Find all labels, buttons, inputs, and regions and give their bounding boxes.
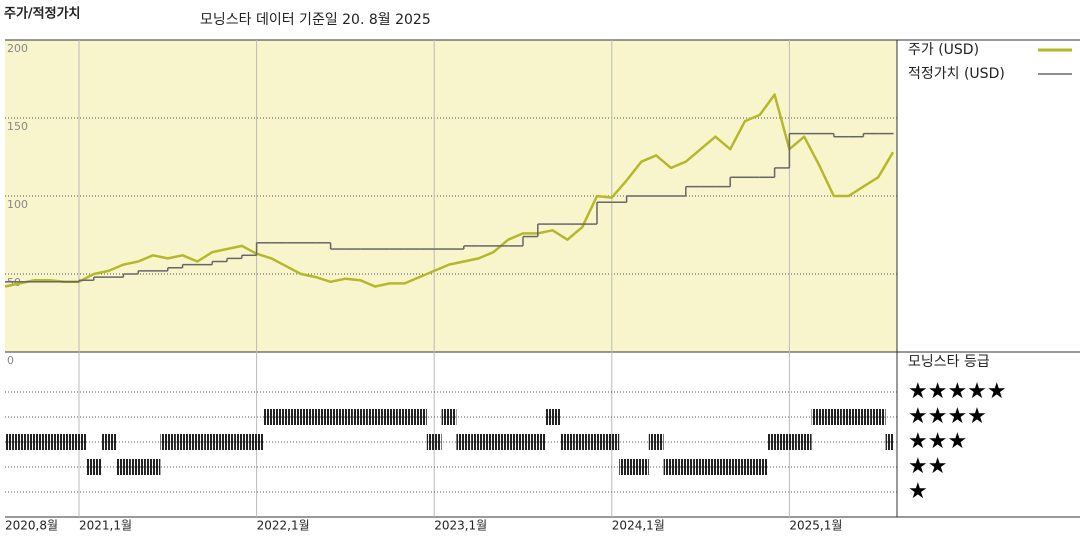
rating-bar [486,434,501,450]
y-tick-label: 150 [7,120,28,133]
rating-label: ★★★★★ [908,379,1007,404]
rating-label: ★★★★ [908,404,987,429]
rating-bar [722,459,738,475]
rating-bar [412,409,427,425]
rating-bar [663,459,679,475]
y-tick-label: 200 [7,42,28,55]
rating-bar [190,434,205,450]
rating-bar [234,434,250,450]
rating-bar [27,434,42,450]
legend-label: 주가 (USD) [908,42,979,58]
rating-bar [264,409,279,425]
rating-bar [397,409,412,425]
rating-bar [604,434,620,450]
rating-bar [130,459,146,475]
rating-bar [826,409,842,425]
rating-bar [471,434,486,450]
rating-bar [367,409,383,425]
rating-title: 모닝스타 등급 [908,354,990,370]
rating-bar [338,409,353,425]
rating-bar [323,409,338,425]
rating-bar [693,459,708,475]
rating-bar [441,409,457,425]
rating-bar [101,434,116,450]
rating-bar [619,459,634,475]
chart-title: 주가/적정가치 [4,6,81,22]
rating-bar [811,409,827,425]
rating-bar [500,434,516,450]
x-tick-label: 2025,1월 [789,519,842,533]
rating-bar [870,409,886,425]
rating-bar [708,459,723,475]
x-tick-label: 2020,8월 [5,519,58,533]
rating-bar [116,459,131,475]
rating-bar [426,434,442,450]
legend-label: 적정가치 (USD) [908,66,1005,82]
rating-label: ★★ [908,454,947,479]
x-tick-label: 2022,1월 [257,519,310,533]
rating-bar [634,459,649,475]
y-tick-label: 0 [7,354,14,367]
rating-label: ★★★ [908,429,967,454]
rating-bar [278,409,294,425]
rating-bar [160,434,176,450]
x-tick-label: 2023,1월 [434,519,487,533]
rating-bar [145,459,161,475]
price-panel [5,40,897,352]
rating-bar [56,434,72,450]
x-tick-label: 2024,1월 [612,519,665,533]
rating-bar [574,434,590,450]
rating-bar [841,409,856,425]
rating-bar [308,409,324,425]
rating-bar [5,434,13,450]
rating-bar [382,409,398,425]
rating-bar [885,434,893,450]
x-tick-label: 2021,1월 [79,519,132,533]
rating-bar [71,434,87,450]
rating-bar [352,409,368,425]
rating-bar [293,409,309,425]
rating-bar [515,434,531,450]
rating-bar [767,434,782,450]
rating-label: ★ [908,479,928,504]
rating-bar [796,434,812,450]
rating-bar [589,434,605,450]
rating-bar [530,434,546,450]
chart-subtitle: 모닝스타 데이터 기준일 20. 8월 2025 [200,12,431,28]
rating-bar [782,434,797,450]
rating-bar [737,459,753,475]
y-tick-label: 100 [7,198,28,211]
rating-bar [12,434,28,450]
rating-bar [648,434,664,450]
rating-bar [86,459,102,475]
rating-bar [175,434,190,450]
rating-bar [856,409,871,425]
rating-bar [545,409,560,425]
rating-bar [42,434,57,450]
rating-bar [678,459,694,475]
rating-bar [204,434,220,450]
rating-bar [752,459,768,475]
rating-bar [560,434,575,450]
rating-bar [249,434,264,450]
price-line [4,93,895,288]
rating-bar [219,434,235,450]
rating-bar [456,434,472,450]
